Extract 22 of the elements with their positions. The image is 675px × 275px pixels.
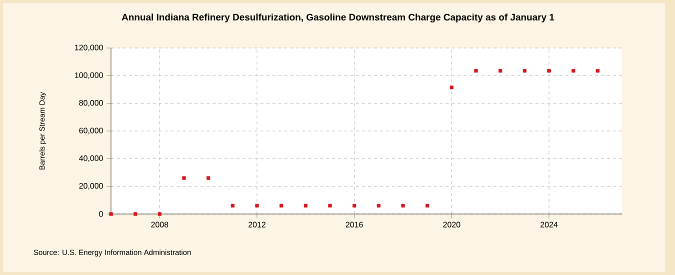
point — [328, 204, 332, 208]
point — [182, 176, 186, 180]
point — [158, 212, 162, 216]
point — [206, 176, 210, 180]
point — [401, 204, 405, 208]
point — [498, 69, 502, 73]
point — [522, 69, 526, 73]
point — [304, 204, 308, 208]
point — [547, 69, 551, 73]
point — [474, 69, 478, 73]
point — [280, 204, 284, 208]
chart-title: Annual Indiana Refinery Desulfurization, Gasoline Downstream Charge Capacity as of January 1 — [122, 14, 554, 22]
point — [572, 69, 576, 73]
point — [426, 204, 430, 208]
point — [376, 204, 380, 208]
point — [109, 212, 113, 216]
point — [230, 204, 234, 208]
point — [134, 212, 138, 216]
point — [450, 86, 454, 90]
point — [596, 69, 600, 73]
point — [255, 204, 259, 208]
point — [352, 204, 356, 208]
